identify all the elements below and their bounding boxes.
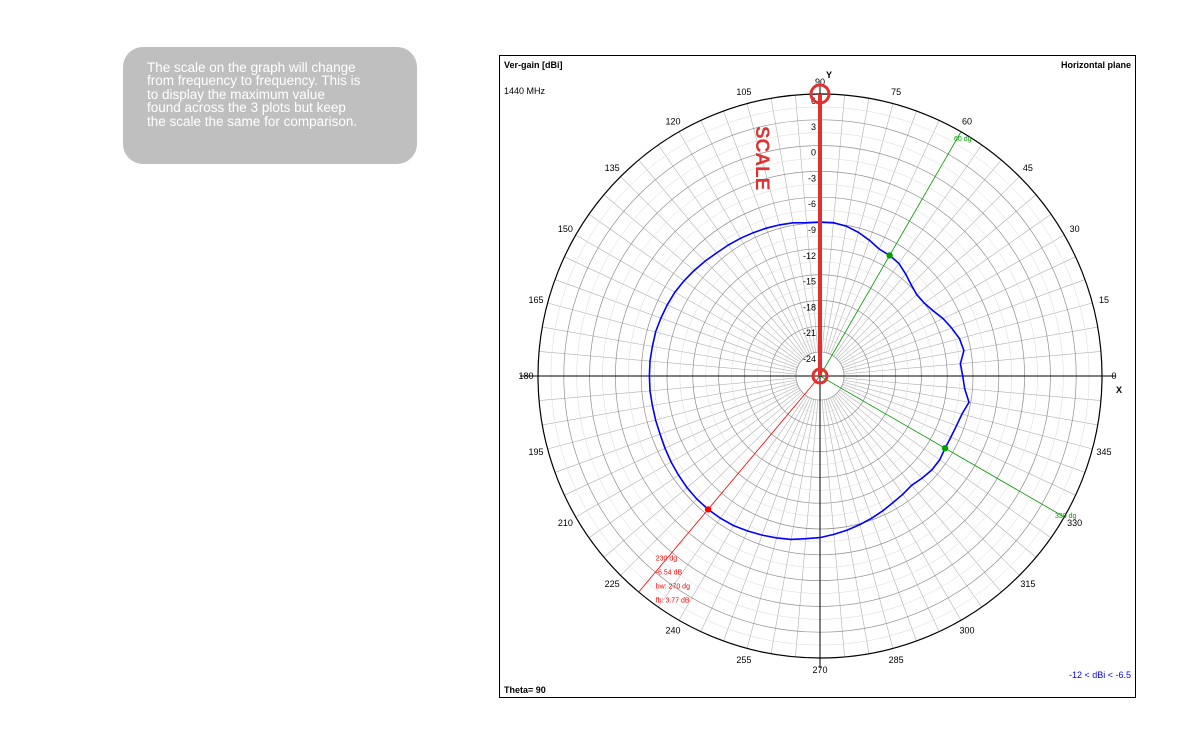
angle-label: 345: [1096, 447, 1111, 457]
marker-line: [819, 375, 1065, 518]
markers: 60 dg 330 dg 230 dg -6.54 dB bw: 270 dg fb: 3…: [638, 131, 1077, 604]
angle-label: 150: [558, 224, 573, 234]
chart-title-right: Horizontal plane: [1061, 60, 1131, 70]
angle-label: 180: [518, 371, 533, 381]
note-line: the scale the same for comparison.: [147, 113, 358, 129]
angle-label: 285: [889, 655, 904, 665]
marker-line: [638, 375, 821, 593]
x-axis-letter: X: [1116, 385, 1122, 395]
marker-label: 60 dg: [954, 136, 972, 143]
note-line: from frequency to frequency. This is: [147, 73, 361, 89]
marker-dot: [941, 445, 949, 452]
scale-annotation: SCALE: [751, 83, 831, 385]
polar-chart: 0153045607590105120135150165180195210225…: [504, 60, 1131, 695]
radial-tick-label: 0: [811, 148, 816, 158]
marker-dot: [704, 506, 712, 513]
angle-label: 315: [1020, 579, 1035, 589]
marker-readout: -6.54 dB: [656, 569, 683, 576]
angle-label: 15: [1099, 295, 1109, 305]
angle-label: 30: [1070, 224, 1080, 234]
note-line: The scale on the graph will change: [147, 60, 356, 75]
angle-label: 0: [1111, 371, 1116, 381]
range-label: -12 < dBi < -6.5: [1069, 670, 1131, 680]
angle-label: 300: [959, 626, 974, 636]
angle-label: 60: [962, 116, 972, 126]
angle-label: 105: [736, 87, 751, 97]
marker-dot: [886, 252, 893, 259]
angle-label: 330: [1067, 518, 1082, 528]
angle-label: 75: [891, 87, 901, 97]
marker-readout: bw: 270 dg: [656, 583, 690, 590]
radial-tick-label: 3: [811, 122, 816, 132]
angle-label: 165: [529, 295, 544, 305]
scale-text: SCALE: [751, 126, 772, 190]
theta-label: Theta= 90: [504, 685, 546, 695]
radial-tick-label: -15: [803, 277, 816, 287]
angle-label: 225: [605, 579, 620, 589]
angle-label: 240: [665, 626, 680, 636]
radial-tick-label: -9: [808, 225, 816, 235]
angle-label: 90: [815, 77, 825, 87]
radial-tick-label: -18: [803, 302, 816, 312]
scale-info-note: The scale on the graph will change from …: [123, 47, 417, 164]
angle-label: 270: [812, 665, 827, 675]
frequency-label: 1440 MHz: [504, 86, 546, 96]
angle-label: 45: [1023, 163, 1033, 173]
angle-label: 255: [736, 655, 751, 665]
polar-plot-frame: 0 15 30 45 60 75 90 105 120 135 150 165 180 195 210 225…: [499, 55, 1136, 698]
note-line: to display the maximum value: [147, 86, 325, 102]
radial-tick-label: -21: [803, 328, 816, 338]
angle-label: 135: [605, 163, 620, 173]
angle-label: 120: [665, 116, 680, 126]
chart-title-left: Ver-gain [dBi]: [504, 60, 563, 70]
radial-tick-label: -12: [803, 251, 816, 261]
radial-tick-label: -6: [808, 199, 816, 209]
scale-top-circle: [809, 83, 831, 105]
marker-readout: 230 dg: [656, 555, 678, 562]
marker-readout: fb: 3.77 dB: [656, 597, 690, 604]
angle-label: 210: [558, 518, 573, 528]
scale-origin-circle: [811, 367, 829, 385]
angle-label: 195: [529, 447, 544, 457]
radial-tick-label: -3: [808, 173, 816, 183]
radial-tick-label: -24: [803, 354, 816, 364]
marker-label: 330 dg: [1055, 513, 1077, 520]
angle-labels: 0153045607590105120135150165180195210225…: [518, 70, 1122, 675]
note-line: found across the 3 plots but keep: [147, 100, 346, 116]
y-axis-letter: Y: [826, 70, 832, 80]
